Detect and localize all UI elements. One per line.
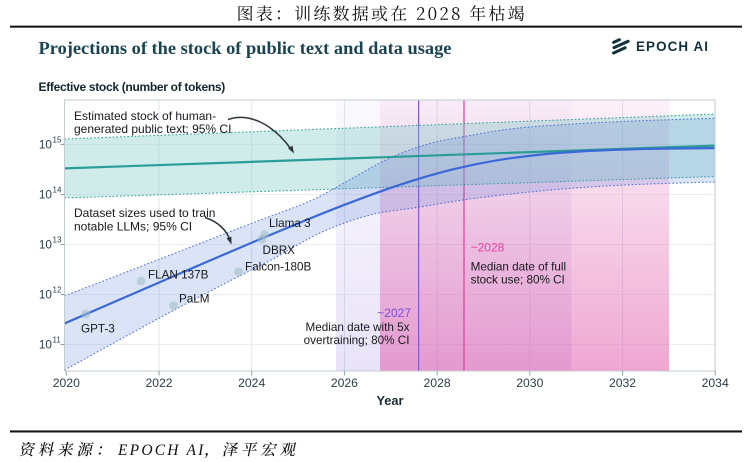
svg-text:Effective stock (number of tok: Effective stock (number of tokens) — [39, 80, 226, 94]
svg-text:GPT-3: GPT-3 — [81, 323, 115, 336]
svg-text:EPOCH AI: EPOCH AI — [636, 39, 709, 54]
svg-text:10: 10 — [39, 238, 53, 252]
svg-text:Year: Year — [376, 393, 403, 408]
svg-text:10: 10 — [39, 138, 53, 152]
svg-text:stock use; 80% CI: stock use; 80% CI — [471, 274, 565, 287]
svg-text:Llama 3: Llama 3 — [269, 217, 311, 230]
svg-text:2030: 2030 — [516, 376, 543, 390]
svg-text:Dataset sizes used to train: Dataset sizes used to train — [74, 206, 215, 220]
svg-text:DBRX: DBRX — [263, 244, 296, 257]
svg-text:2032: 2032 — [609, 376, 636, 390]
svg-text:11: 11 — [53, 335, 62, 344]
svg-text:2022: 2022 — [145, 376, 172, 390]
svg-text:Estimated stock of human-: Estimated stock of human- — [74, 109, 216, 123]
svg-text:Falcon-180B: Falcon-180B — [245, 260, 311, 273]
svg-text:notable LLMs; 95% CI: notable LLMs; 95% CI — [74, 219, 192, 233]
svg-text:13: 13 — [53, 235, 62, 244]
svg-text:PaLM: PaLM — [179, 293, 210, 306]
svg-text:10: 10 — [39, 288, 53, 302]
svg-text:FLAN 137B: FLAN 137B — [148, 268, 209, 281]
svg-text:10: 10 — [39, 188, 53, 202]
svg-text:overtraining; 80% CI: overtraining; 80% CI — [304, 334, 410, 347]
svg-text:Projections of the stock of pu: Projections of the stock of public text … — [39, 38, 452, 58]
svg-text:10: 10 — [39, 338, 53, 352]
svg-text:14: 14 — [53, 185, 62, 194]
svg-text:2026: 2026 — [331, 376, 358, 390]
svg-text:Median date with 5x: Median date with 5x — [306, 321, 410, 334]
svg-text:12: 12 — [53, 285, 62, 294]
svg-text:2028: 2028 — [424, 376, 451, 390]
svg-text:EPOCH AI: EPOCH AI — [117, 442, 206, 459]
svg-text:2020: 2020 — [53, 376, 80, 390]
svg-text:generated public text; 95% CI: generated public text; 95% CI — [74, 122, 231, 136]
svg-text:15: 15 — [53, 135, 62, 144]
svg-text:~2027: ~2027 — [377, 306, 411, 320]
svg-text:2024: 2024 — [238, 376, 265, 390]
svg-text:2034: 2034 — [702, 376, 729, 390]
svg-text:~2028: ~2028 — [471, 241, 505, 255]
svg-text:Median date of full: Median date of full — [471, 260, 567, 273]
